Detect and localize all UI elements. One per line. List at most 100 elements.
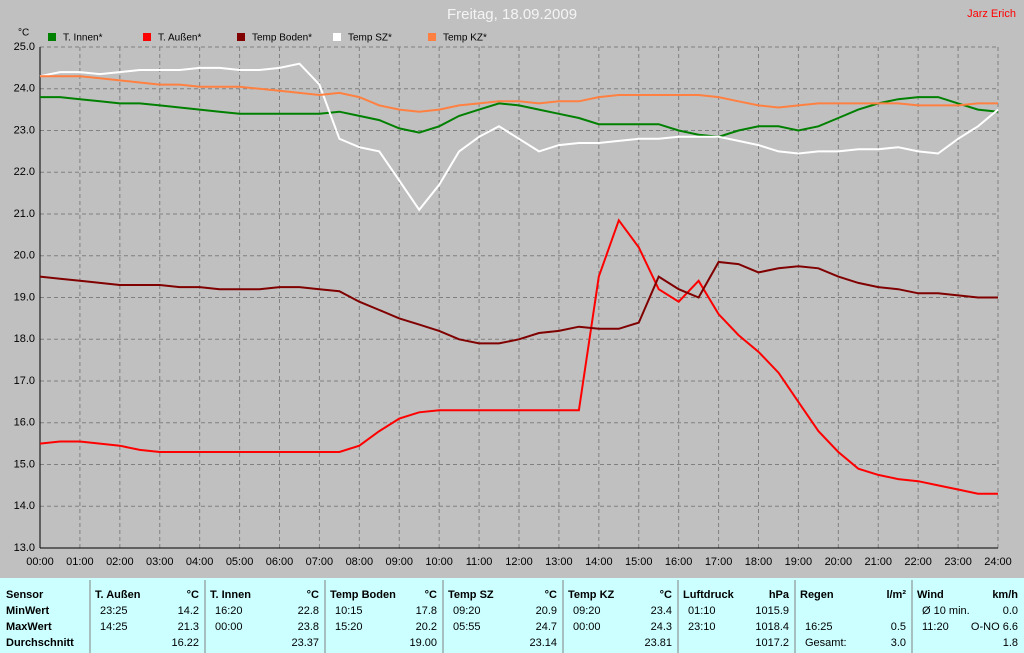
y-tick-label: 18.0: [14, 333, 35, 345]
x-tick-label: 09:00: [385, 556, 413, 568]
cell-time: 09:20: [453, 605, 481, 617]
row-label: MaxWert: [6, 621, 52, 633]
y-tick-label: 13.0: [14, 542, 35, 554]
y-tick-label: 15.0: [14, 458, 35, 470]
cell-value: 23.14: [529, 637, 557, 649]
y-tick-label: 19.0: [14, 291, 35, 303]
y-tick-label: 24.0: [14, 83, 35, 95]
x-tick-label: 23:00: [944, 556, 972, 568]
cell-value: 0.0: [1003, 605, 1018, 617]
cell-value: 19.00: [409, 637, 437, 649]
column-unit: l/m²: [886, 589, 906, 601]
y-tick-label: 14.0: [14, 500, 35, 512]
cell-time: Gesamt:: [805, 637, 847, 649]
x-tick-label: 08:00: [346, 556, 374, 568]
column-header: Regen: [800, 589, 834, 601]
row-label: MinWert: [6, 605, 50, 617]
column-header: Luftdruck: [683, 589, 735, 601]
cell-value: 1.8: [1003, 637, 1018, 649]
legend-swatch: [333, 33, 341, 41]
x-tick-label: 16:00: [665, 556, 693, 568]
cell-value: 1015.9: [755, 605, 789, 617]
y-tick-label: 20.0: [14, 250, 35, 262]
column-header: Wind: [917, 589, 944, 601]
x-tick-label: 22:00: [904, 556, 932, 568]
cell-time: 10:15: [335, 605, 363, 617]
cell-time: 11:20: [922, 621, 949, 633]
column-unit: °C: [307, 589, 319, 601]
legend-swatch: [143, 33, 151, 41]
cell-value: 23.81: [644, 637, 672, 649]
column-unit: °C: [660, 589, 672, 601]
x-tick-label: 14:00: [585, 556, 613, 568]
x-tick-label: 01:00: [66, 556, 94, 568]
cell-value: 23.37: [291, 637, 319, 649]
column-unit: °C: [187, 589, 199, 601]
chart-title: Freitag, 18.09.2009: [447, 6, 577, 23]
cell-time: 01:10: [688, 605, 716, 617]
cell-value: 24.7: [536, 621, 557, 633]
x-tick-label: 13:00: [545, 556, 573, 568]
x-tick-label: 20:00: [825, 556, 853, 568]
cell-time: 16:20: [215, 605, 243, 617]
y-tick-label: 25.0: [14, 41, 35, 53]
x-tick-label: 10:00: [425, 556, 453, 568]
x-tick-label: 17:00: [705, 556, 733, 568]
author: Jarz Erich: [967, 8, 1016, 20]
x-tick-label: 03:00: [146, 556, 174, 568]
legend-label: Temp KZ*: [443, 33, 487, 44]
cell-value: 1017.2: [755, 637, 789, 649]
y-tick-label: 17.0: [14, 375, 35, 387]
x-tick-label: 12:00: [505, 556, 533, 568]
cell-value: 23.4: [651, 605, 672, 617]
series-line: [40, 96, 999, 138]
column-header: T. Innen: [210, 589, 251, 601]
row-label: Sensor: [6, 589, 44, 601]
cell-value: 0.5: [891, 621, 906, 633]
x-tick-label: 18:00: [745, 556, 773, 568]
cell-value: 22.8: [298, 605, 319, 617]
legend-label: Temp Boden*: [252, 33, 312, 44]
cell-time: 09:20: [573, 605, 601, 617]
cell-time: 23:25: [100, 605, 128, 617]
cell-value: O-NO 6.6: [971, 621, 1018, 633]
series-line: [39, 218, 998, 495]
cell-value: 16.22: [171, 637, 199, 649]
column-header: Temp Boden: [330, 589, 396, 601]
cell-value: 20.2: [416, 621, 437, 633]
series-line: [39, 62, 999, 212]
legend-swatch: [48, 33, 56, 41]
cell-time: 05:55: [453, 621, 481, 633]
x-tick-label: 15:00: [625, 556, 653, 568]
cell-value: 1018.4: [755, 621, 789, 633]
column-unit: °C: [425, 589, 437, 601]
legend-label: T. Außen*: [158, 33, 201, 44]
cell-time: 23:10: [688, 621, 716, 633]
cell-value: 14.2: [178, 605, 199, 617]
x-tick-label: 21:00: [864, 556, 892, 568]
x-tick-label: 06:00: [266, 556, 294, 568]
cell-value: 20.9: [536, 605, 557, 617]
x-tick-label: 04:00: [186, 556, 214, 568]
column-header: Temp SZ: [448, 589, 494, 601]
stats-table: [0, 578, 1024, 653]
cell-value: 23.8: [298, 621, 319, 633]
cell-value: 3.0: [891, 637, 906, 649]
y-tick-label: 22.0: [14, 166, 35, 178]
column-unit: km/h: [992, 589, 1018, 601]
legend-label: T. Innen*: [63, 33, 103, 44]
y-tick-label: 23.0: [14, 124, 35, 136]
x-tick-label: 07:00: [306, 556, 334, 568]
cell-value: 24.3: [651, 621, 672, 633]
column-unit: hPa: [769, 589, 790, 601]
x-tick-label: 19:00: [785, 556, 813, 568]
column-header: T. Außen: [95, 589, 141, 601]
y-unit: °C: [18, 28, 29, 39]
series-line: [39, 260, 998, 345]
cell-time: 00:00: [215, 621, 243, 633]
cell-time: 14:25: [100, 621, 128, 633]
column-unit: °C: [545, 589, 557, 601]
